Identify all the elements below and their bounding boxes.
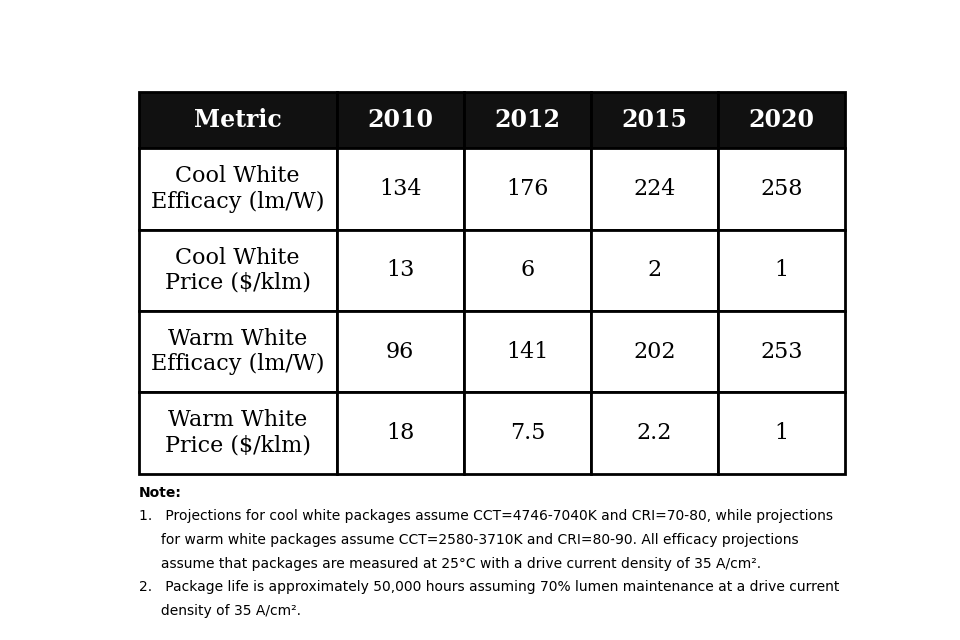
Bar (138, 148, 337, 230)
Text: 96: 96 (386, 340, 415, 362)
Bar (138, 311, 337, 392)
Bar (337, 311, 464, 392)
Text: Warm White
Efficacy (lm/W): Warm White Efficacy (lm/W) (151, 328, 324, 375)
Bar (138, 230, 337, 311)
Bar (464, 92, 591, 148)
Bar (337, 392, 464, 474)
Text: density of 35 A/cm².: density of 35 A/cm². (138, 604, 300, 618)
Text: 2: 2 (647, 259, 661, 281)
Text: 1: 1 (775, 422, 789, 444)
Text: 2015: 2015 (622, 108, 687, 132)
Text: 176: 176 (506, 178, 548, 200)
Bar (337, 148, 464, 230)
Bar (464, 230, 591, 311)
Text: Cool White
Efficacy (lm/W): Cool White Efficacy (lm/W) (151, 165, 324, 212)
Bar (464, 148, 591, 230)
Bar (337, 92, 464, 148)
Text: 2010: 2010 (367, 108, 433, 132)
Text: 141: 141 (506, 340, 548, 362)
Text: 2.2: 2.2 (636, 422, 672, 444)
Bar (138, 392, 337, 474)
Text: 224: 224 (634, 178, 676, 200)
Bar (591, 92, 718, 148)
Text: 1.   Projections for cool white packages assume CCT=4746-7040K and CRI=70-80, wh: 1. Projections for cool white packages a… (138, 509, 832, 524)
Text: for warm white packages assume CCT=2580-3710K and CRI=80-90. All efficacy projec: for warm white packages assume CCT=2580-… (138, 533, 798, 547)
Text: 253: 253 (760, 340, 803, 362)
Bar (718, 92, 846, 148)
Text: 258: 258 (760, 178, 803, 200)
Bar (464, 311, 591, 392)
Text: 7.5: 7.5 (510, 422, 545, 444)
Bar (591, 311, 718, 392)
Bar (138, 92, 337, 148)
Text: Metric: Metric (194, 108, 281, 132)
Text: 134: 134 (379, 178, 421, 200)
Text: 18: 18 (386, 422, 415, 444)
Bar (718, 148, 846, 230)
Text: 2020: 2020 (749, 108, 815, 132)
Bar (464, 392, 591, 474)
Text: 2.   Package life is approximately 50,000 hours assuming 70% lumen maintenance a: 2. Package life is approximately 50,000 … (138, 580, 839, 595)
Bar (718, 230, 846, 311)
Bar (591, 392, 718, 474)
Text: 13: 13 (386, 259, 415, 281)
Text: 1: 1 (775, 259, 789, 281)
Bar (718, 392, 846, 474)
Text: 2012: 2012 (494, 108, 561, 132)
Text: 6: 6 (520, 259, 535, 281)
Text: Warm White
Price ($/klm): Warm White Price ($/klm) (164, 409, 310, 456)
Bar (591, 148, 718, 230)
Bar (337, 230, 464, 311)
Text: Cool White
Price ($/klm): Cool White Price ($/klm) (164, 246, 310, 294)
Bar (591, 230, 718, 311)
Bar (718, 311, 846, 392)
Text: Note:: Note: (138, 486, 181, 500)
Text: assume that packages are measured at 25°C with a drive current density of 35 A/c: assume that packages are measured at 25°… (138, 557, 760, 571)
Text: 202: 202 (634, 340, 676, 362)
